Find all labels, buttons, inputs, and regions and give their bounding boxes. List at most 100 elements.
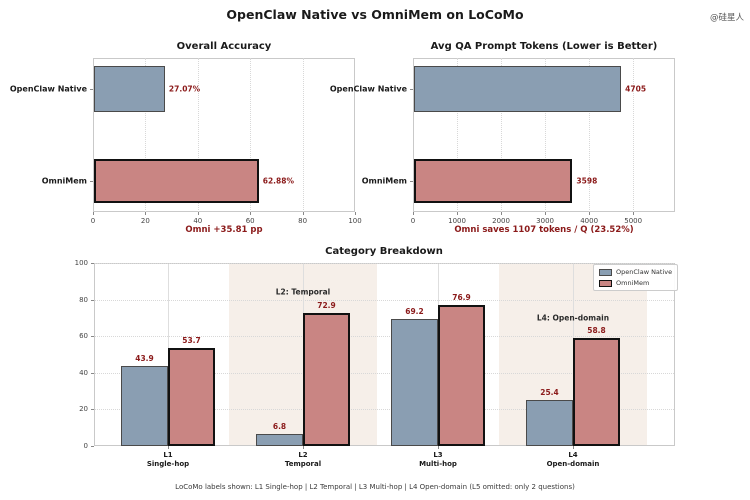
value-label-openclaw-native-l2: 6.8: [272, 421, 287, 431]
y-tick-mark: [410, 89, 413, 90]
y-tick-label: 0: [83, 442, 88, 450]
x-tick-mark: [93, 212, 94, 215]
chart2-title: Avg QA Prompt Tokens (Lower is Better): [430, 41, 658, 52]
bar-openclaw-native-l2: [256, 433, 303, 446]
x-tick-label: 1000: [448, 217, 466, 225]
x-category-label-l4: L4 Open-domain: [547, 451, 600, 469]
x-tick-label: 100: [348, 217, 362, 225]
value-label-omnimem-l3: 76.9: [452, 293, 471, 303]
category-label-omnimem: OmniMem: [361, 176, 407, 186]
category-label-line1: L1: [163, 451, 173, 459]
y-tick-label: 100: [74, 259, 88, 267]
x-tick-mark: [457, 212, 459, 215]
x-tick-mark: [589, 212, 591, 215]
value-label-omnimem: 3598: [576, 176, 598, 186]
gridline: [145, 58, 147, 212]
main-title: OpenClaw Native vs OmniMem on LoCoMo: [226, 7, 524, 22]
x-tick-label: 60: [245, 217, 255, 225]
x-tick-label: 3000: [536, 217, 555, 225]
x-tick-label: 2000: [492, 217, 510, 225]
bar-openclaw-native: [94, 66, 165, 112]
annotation-l2-temporal: L2: Temporal: [275, 287, 331, 297]
y-tick-mark: [91, 299, 94, 301]
gridline: [501, 58, 503, 212]
x-tick-label: 5000: [624, 217, 643, 225]
category-label-line1: L3: [433, 451, 443, 459]
legend-item-openclaw-native: OpenClaw Native: [599, 268, 672, 276]
gridline: [95, 409, 674, 411]
y-tick-mark: [91, 446, 94, 447]
category-label-line2: Temporal: [284, 460, 322, 468]
x-category-label-l3: L3 Multi-hop: [419, 451, 457, 469]
x-tick-label: 20: [140, 217, 150, 225]
x-tick-mark: [501, 212, 503, 215]
gridline: [95, 336, 674, 338]
bar-omnimem: [94, 159, 259, 203]
gridline: [302, 58, 304, 212]
chart1-xlabel: Omni +35.81 pp: [185, 225, 263, 235]
category-label-line1: L2: [298, 451, 308, 459]
bar-openclaw-native-l4: [526, 399, 573, 446]
value-label-openclaw-native-l4: 25.4: [540, 387, 559, 397]
x-category-label-l2: L2 Temporal: [285, 451, 321, 469]
value-label-openclaw-native-l1: 43.9: [135, 353, 154, 363]
category-label-line2: Multi-hop: [419, 460, 457, 468]
value-label-openclaw-native-l3: 69.2: [405, 307, 424, 317]
gridline: [250, 58, 252, 212]
gridline: [589, 58, 591, 212]
value-label-omnimem-l2: 72.9: [317, 300, 336, 310]
gridline: [633, 58, 635, 212]
x-tick-mark: [355, 212, 356, 215]
x-tick-mark: [413, 212, 414, 215]
category-label-line1: L4: [568, 451, 578, 459]
y-tick-mark: [90, 89, 93, 90]
y-tick-label: 80: [79, 295, 88, 304]
bar-openclaw-native-l1: [121, 365, 168, 446]
legend-label-openclaw-native: OpenClaw Native: [616, 268, 673, 276]
x-tick-mark: [438, 446, 439, 449]
legend: OpenClaw Native OmniMem: [593, 264, 679, 291]
gridline: [197, 58, 199, 212]
x-tick-label: 0: [90, 217, 96, 225]
chart1-title: Overall Accuracy: [176, 41, 272, 52]
y-tick-mark: [91, 263, 94, 264]
x-tick-label: 40: [193, 217, 203, 225]
x-tick-mark: [145, 212, 147, 215]
category-label-openclaw-native: OpenClaw Native: [9, 84, 87, 94]
x-tick-mark: [545, 212, 547, 215]
y-tick-label: 20: [79, 405, 88, 414]
category-label-openclaw-native: OpenClaw Native: [329, 84, 407, 94]
watermark: @硅星人: [709, 13, 744, 23]
gridline: [95, 299, 674, 301]
gridline: [457, 58, 459, 212]
category-label-line2: Single-hop: [146, 460, 190, 468]
bar-openclaw-native: [414, 66, 622, 112]
category-label-omnimem: OmniMem: [41, 176, 87, 186]
category-label-line2: Open-domain: [546, 460, 600, 468]
legend-swatch-omnimem: [599, 279, 612, 287]
x-tick-mark: [250, 212, 252, 215]
x-tick-mark: [303, 446, 304, 449]
value-label-omnimem-l1: 53.7: [182, 335, 201, 345]
legend-label-omnimem: OmniMem: [616, 279, 650, 287]
value-label-omnimem-l4: 58.8: [587, 326, 606, 336]
gridline: [545, 58, 547, 212]
y-tick-label: 40: [79, 368, 88, 377]
legend-item-omnimem: OmniMem: [599, 279, 672, 287]
bar-omnimem-l3: [438, 305, 485, 446]
gridline: [95, 263, 674, 264]
y-tick-mark: [91, 409, 94, 411]
bar-openclaw-native-l3: [391, 319, 438, 446]
footer-note: LoCoMo labels shown: L1 Single-hop | L2 …: [175, 483, 575, 491]
annotation-l4-open-domain: L4: Open-domain: [536, 313, 610, 323]
chart3-title: Category Breakdown: [325, 246, 443, 257]
y-tick-mark: [90, 181, 93, 182]
chart2-xlabel: Omni saves 1107 tokens / Q (23.52%): [454, 225, 634, 235]
x-tick-mark: [197, 212, 199, 215]
y-tick-mark: [91, 336, 94, 338]
value-label-openclaw-native: 27.07%: [168, 84, 201, 94]
x-tick-label: 80: [298, 217, 308, 225]
legend-swatch-openclaw-native: [599, 268, 612, 276]
y-tick-mark: [410, 181, 413, 182]
